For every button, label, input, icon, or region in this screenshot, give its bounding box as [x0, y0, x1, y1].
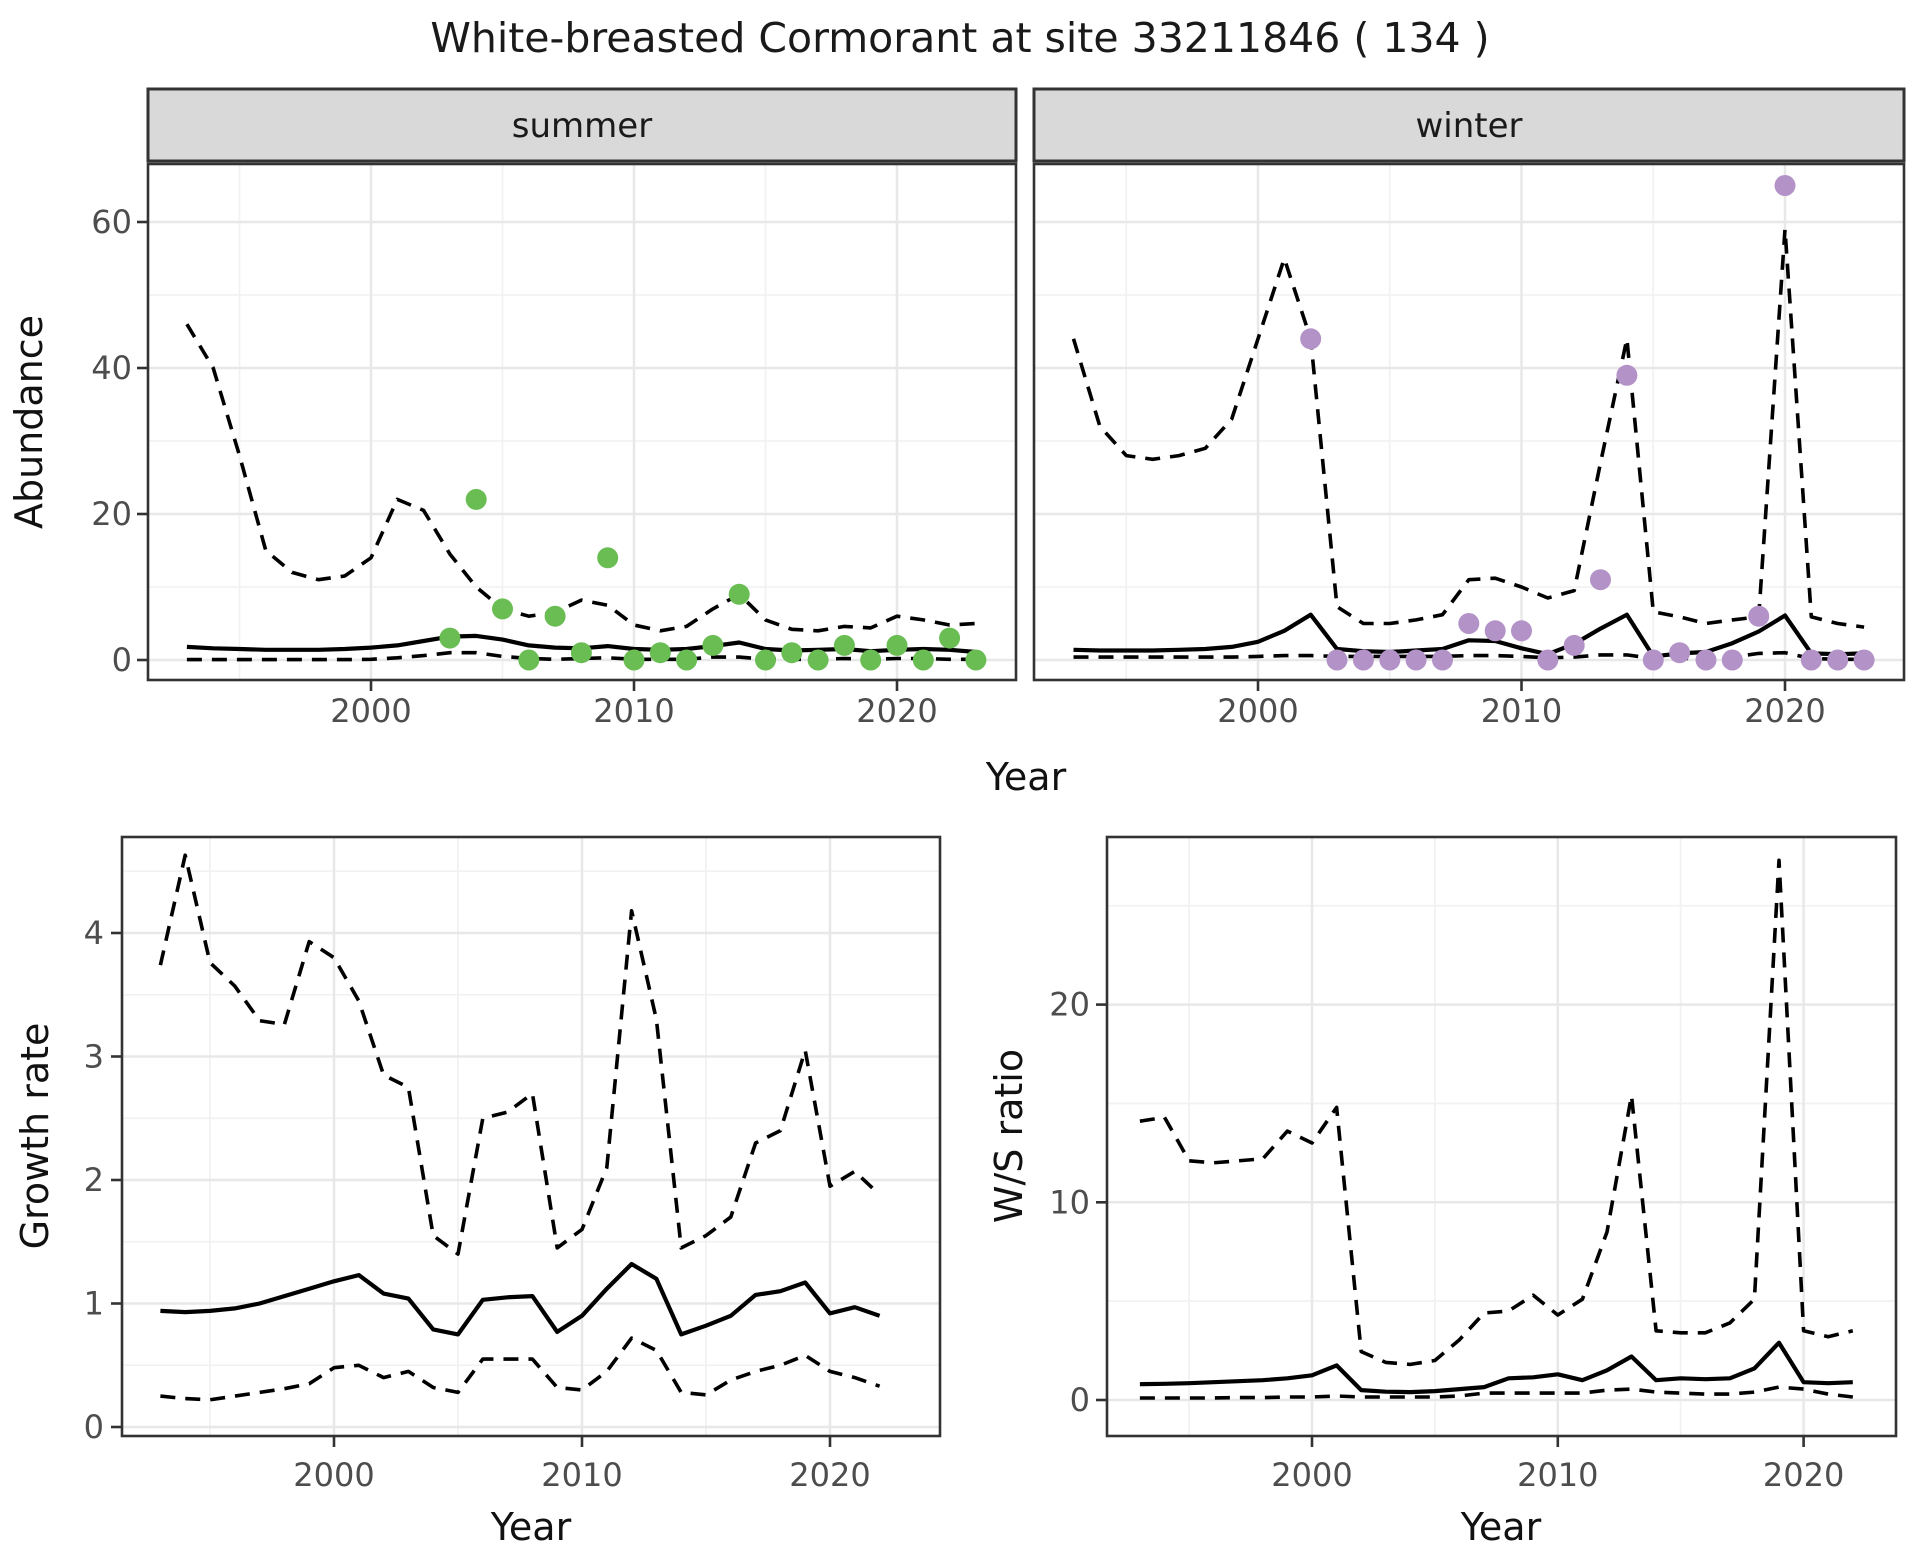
series-upper_ci-abundance_winter: [1071, 227, 1865, 629]
x-tick-label: 2000: [1271, 1456, 1352, 1494]
series-lower_ci-abundance_summer: [186, 650, 976, 662]
x-tick-label: 2010: [1517, 1456, 1598, 1494]
y-tick-label: 1: [84, 1285, 104, 1323]
data-point-observed_abundance_summer: [676, 649, 698, 671]
panel-border-growth_rate: [120, 835, 942, 1438]
data-point-observed_abundance_winter: [1748, 605, 1770, 627]
data-point-observed_abundance_summer: [912, 649, 934, 671]
data-point-observed_abundance_summer: [492, 598, 513, 620]
x-tick-label: 2020: [1744, 692, 1825, 730]
data-point-observed_abundance_winter: [1695, 649, 1717, 671]
y-tick-label: 60: [91, 203, 132, 241]
data-point-observed_abundance_summer: [939, 627, 961, 649]
y-tick-label: 3: [84, 1038, 104, 1076]
data-point-observed_abundance_summer: [465, 488, 487, 510]
series-mean-growth_rate: [160, 1261, 881, 1337]
panel-bg-abundance_summer: [148, 164, 1016, 680]
data-point-observed_abundance_winter: [1405, 649, 1427, 671]
x-axis-title-year-ws: Year: [1460, 1505, 1542, 1549]
panel-bg-growth_rate: [122, 837, 940, 1436]
data-point-observed_abundance_summer: [649, 642, 671, 664]
data-point-observed_abundance_summer: [728, 583, 750, 605]
facet-strip-summer: [146, 87, 1018, 163]
y-tick-label: 40: [91, 349, 132, 387]
data-point-observed_abundance_winter: [1800, 649, 1822, 671]
data-point-observed_abundance_winter: [1432, 649, 1453, 671]
data-point-observed_abundance_winter: [1300, 328, 1322, 350]
data-point-observed_abundance_winter: [1669, 642, 1691, 664]
y-axis-title-abundance: Abundance: [7, 315, 51, 529]
data-point-observed_abundance_summer: [544, 605, 566, 627]
panel-border-abundance_winter: [1032, 162, 1906, 682]
y-tick-label: 4: [84, 914, 104, 952]
data-point-observed_abundance_winter: [1458, 613, 1480, 634]
data-point-observed_abundance_winter: [1563, 634, 1585, 656]
y-axis-title-ws-ratio: W/S ratio: [987, 1049, 1031, 1223]
data-point-observed_abundance_winter: [1326, 649, 1348, 671]
facet-strip-label-summer: summer: [512, 106, 652, 146]
data-point-observed_abundance_winter: [1511, 620, 1532, 642]
data-point-observed_abundance_summer: [597, 547, 619, 569]
x-tick-label: 2010: [593, 692, 674, 730]
panel-border-abundance_summer: [146, 162, 1018, 682]
series-mean-ws_ratio: [1139, 1340, 1853, 1395]
data-point-observed_abundance_summer: [518, 649, 540, 671]
y-tick-label: 0: [112, 641, 132, 679]
series-upper_ci-abundance_summer: [185, 323, 977, 633]
data-point-observed_abundance_summer: [439, 627, 461, 649]
y-tick-label: 0: [84, 1408, 104, 1446]
x-tick-label: 2020: [789, 1456, 870, 1494]
panel-border-ws_ratio: [1105, 835, 1898, 1438]
y-tick-label: 20: [91, 495, 132, 533]
x-tick-label: 2020: [856, 692, 937, 730]
data-point-observed_abundance_winter: [1484, 620, 1506, 642]
data-point-observed_abundance_winter: [1853, 649, 1875, 671]
y-tick-label: 2: [84, 1161, 104, 1199]
data-point-observed_abundance_summer: [702, 634, 724, 656]
chart-title: White-breasted Cormorant at site 3321184…: [430, 14, 1489, 62]
y-tick-label: 0: [1070, 1381, 1090, 1419]
series-upper_ci-growth_rate: [158, 853, 881, 1256]
data-point-observed_abundance_winter: [1537, 649, 1559, 671]
data-point-observed_abundance_summer: [860, 649, 882, 671]
x-tick-label: 2000: [1217, 692, 1298, 730]
series-mean-abundance_winter: [1073, 612, 1865, 659]
data-point-observed_abundance_summer: [807, 649, 829, 671]
series-upper_ci-ws_ratio: [1139, 858, 1854, 1367]
x-tick-label: 2020: [1763, 1456, 1844, 1494]
x-tick-label: 2000: [293, 1456, 374, 1494]
data-point-observed_abundance_winter: [1379, 649, 1401, 671]
x-tick-label: 2010: [1481, 692, 1562, 730]
y-tick-label: 10: [1049, 1183, 1090, 1221]
data-point-observed_abundance_winter: [1721, 649, 1743, 671]
data-point-observed_abundance_summer: [886, 634, 908, 656]
data-point-observed_abundance_winter: [1616, 364, 1638, 386]
y-axis-title-growth-rate: Growth rate: [13, 1023, 57, 1250]
data-point-observed_abundance_summer: [570, 642, 592, 664]
series-lower_ci-ws_ratio: [1139, 1385, 1854, 1400]
data-point-observed_abundance_summer: [833, 634, 855, 656]
facet-strip-label-winter: winter: [1415, 106, 1522, 146]
data-point-observed_abundance_summer: [965, 649, 987, 671]
data-point-observed_abundance_winter: [1642, 649, 1664, 671]
data-point-observed_abundance_summer: [755, 649, 776, 671]
data-point-observed_abundance_winter: [1590, 569, 1611, 591]
data-point-observed_abundance_winter: [1352, 649, 1374, 671]
data-point-observed_abundance_winter: [1774, 175, 1796, 196]
panel-bg-abundance_winter: [1034, 164, 1904, 680]
y-tick-label: 20: [1049, 986, 1090, 1024]
data-point-observed_abundance_summer: [623, 649, 645, 671]
x-tick-label: 2000: [330, 692, 411, 730]
x-axis-title-year-growth: Year: [490, 1505, 572, 1549]
data-point-observed_abundance_summer: [781, 642, 803, 664]
data-point-observed_abundance_winter: [1827, 649, 1849, 671]
x-axis-title-year-top: Year: [985, 755, 1067, 799]
x-tick-label: 2010: [541, 1456, 622, 1494]
facet-strip-winter: [1032, 87, 1906, 163]
